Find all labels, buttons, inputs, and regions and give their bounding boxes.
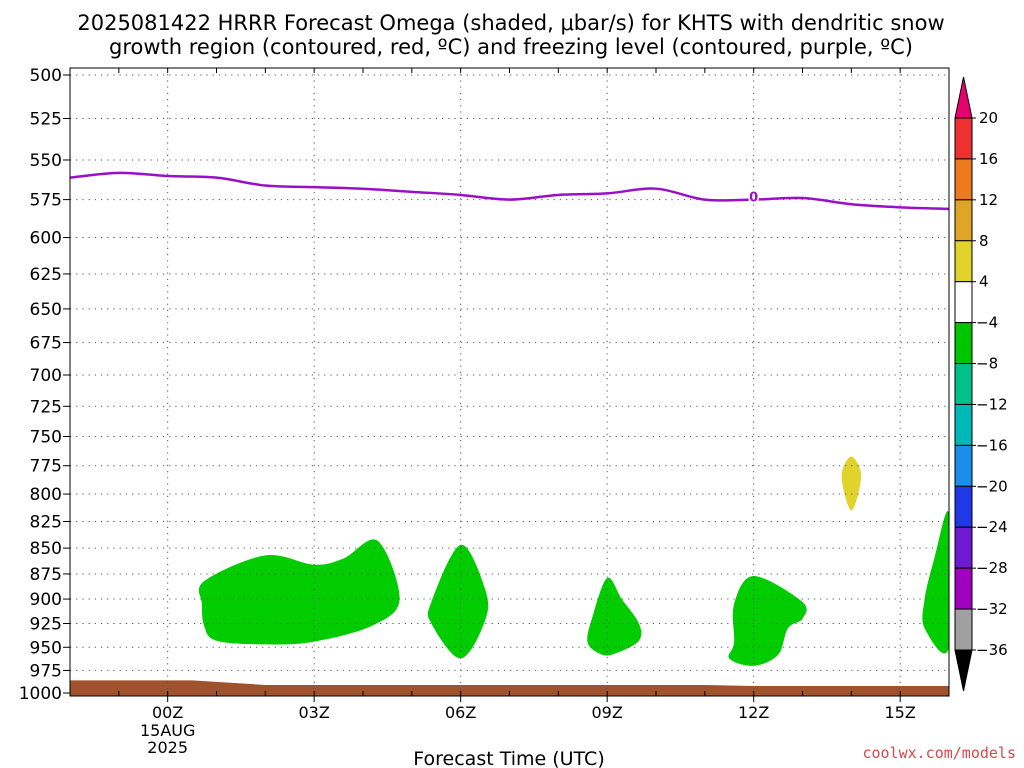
omega-shaded-regions — [198, 456, 949, 666]
colorbar: 20 16 12 8 4 −4 −8 −12 −16 −20 −24 −28 −32 −36 — [954, 76, 1008, 692]
freezing-level-contour: 0 — [69, 171, 950, 211]
y-tick-label: 900 — [30, 590, 62, 610]
colorbar-label: −20 — [976, 477, 1008, 495]
omega-region-3 — [587, 577, 642, 656]
y-tick-label: 800 — [30, 485, 62, 505]
freezing-level-label: 0 — [749, 191, 758, 206]
colorbar-label: 12 — [979, 191, 998, 209]
y-axis-ticks: 500 525 550 575 600 625 650 675 700 725 750 775 800 8… — [19, 66, 70, 704]
colorbar-label: −32 — [976, 600, 1008, 618]
y-tick-label: 775 — [30, 457, 62, 477]
colorbar-segment — [954, 117, 973, 160]
y-tick-label: 725 — [30, 397, 62, 417]
colorbar-segment — [954, 608, 973, 651]
y-tick-label: 525 — [30, 110, 62, 130]
colorbar-label: 4 — [979, 273, 989, 291]
omega-region-2 — [427, 544, 489, 659]
y-tick-label: 950 — [30, 638, 62, 658]
freezing-label-bg — [748, 189, 759, 204]
colorbar-segment — [954, 322, 973, 365]
y-tick-label: 500 — [30, 66, 62, 86]
y-tick-label: 700 — [30, 366, 62, 386]
colorbar-label: 20 — [979, 109, 998, 127]
y-tick-label: 650 — [30, 300, 62, 320]
x-tick-label: 15Z — [885, 703, 916, 722]
freezing-level-line — [69, 171, 950, 211]
colorbar-label: −24 — [976, 518, 1008, 536]
y-tick-label: 825 — [30, 512, 62, 532]
colorbar-segment — [954, 363, 973, 405]
colorbar-label: −12 — [976, 395, 1008, 413]
y-tick-label: 975 — [30, 661, 62, 681]
colorbar-segment — [954, 526, 973, 569]
y-tick-label: 925 — [30, 614, 62, 634]
y-tick-label: 750 — [30, 428, 62, 448]
x-tick-label: 06Z — [445, 703, 476, 722]
colorbar-label: −16 — [976, 436, 1008, 454]
colorbar-segment — [954, 567, 973, 610]
y-tick-label: 875 — [30, 565, 62, 585]
colorbar-label: −8 — [976, 355, 998, 373]
colorbar-segment — [954, 444, 973, 487]
y-tick-label: 550 — [30, 151, 62, 171]
colorbar-label: 8 — [979, 232, 989, 250]
omega-region-6 — [841, 456, 862, 511]
y-tick-label: 625 — [30, 265, 62, 285]
ground-layer — [70, 680, 949, 696]
x-tick-sublabel: 2025 — [147, 738, 188, 757]
colorbar-segment — [954, 281, 973, 324]
chart-title-line-2: growth region (contoured, red, ºC) and f… — [109, 35, 913, 59]
colorbar-label: −28 — [976, 559, 1008, 577]
x-axis-label: Forecast Time (UTC) — [413, 748, 604, 768]
x-tick-sublabel: 15AUG — [140, 721, 195, 740]
y-tick-label: 575 — [30, 191, 62, 211]
x-tick-label: 09Z — [592, 703, 623, 722]
colorbar-label: −4 — [976, 314, 998, 332]
colorbar-label: −36 — [976, 641, 1008, 659]
colorbar-segment — [954, 199, 973, 242]
colorbar-segment — [954, 158, 973, 201]
colorbar-segment — [954, 403, 973, 446]
chart-title-line-1: 2025081422 HRRR Forecast Omega (shaded, … — [77, 11, 944, 35]
omega-region-1 — [198, 539, 400, 645]
colorbar-label: 16 — [979, 150, 998, 168]
ground-fill — [70, 680, 949, 696]
credit-link[interactable]: coolwx.com/models — [862, 744, 1016, 762]
colorbar-segment — [954, 485, 973, 528]
colorbar-top-arrow — [954, 76, 973, 119]
colorbar-bottom-arrow — [954, 649, 973, 692]
grid-lines — [70, 68, 949, 696]
y-tick-label: 675 — [30, 334, 62, 354]
x-tick-label: 12Z — [738, 703, 769, 722]
y-tick-label: 850 — [30, 539, 62, 559]
plot-frame — [69, 67, 950, 697]
colorbar-segment — [954, 240, 973, 283]
y-tick-label: 600 — [30, 229, 62, 249]
omega-region-4 — [728, 575, 807, 666]
y-tick-label: 1000 — [19, 684, 62, 704]
omega-region-5 — [922, 511, 949, 654]
x-tick-label: 03Z — [299, 703, 330, 722]
x-tick-label: 00Z — [152, 703, 183, 722]
